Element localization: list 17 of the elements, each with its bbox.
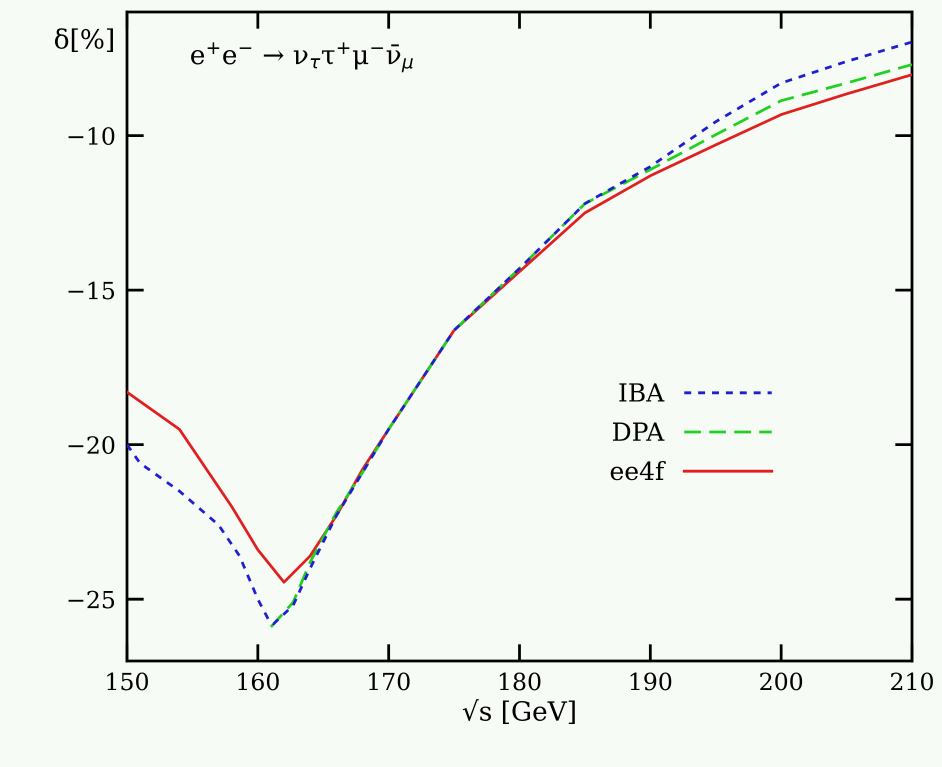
y-axis-title: δ[%] <box>54 28 113 52</box>
x-axis-title: √s [GeV] <box>462 699 575 724</box>
text: e$^{+}$e$^{−}$ → ν$_{τ}$τ$^{+}$μ$^{−}$ν̄$_{μ}$ <box>191 42 413 72</box>
x-tick-label: 200 <box>760 672 802 690</box>
x-tick-label: 180 <box>500 672 540 690</box>
x-tick-label: 150 <box>107 672 148 690</box>
y-tick-label: −20 <box>68 436 114 454</box>
legend-label: IBA <box>619 383 664 402</box>
legend-label: DPA <box>612 422 664 441</box>
x-tick-label: 190 <box>630 672 672 690</box>
legend-label: ee4f <box>610 460 666 480</box>
y-tick-label: −10 <box>68 127 114 145</box>
y-tick-label: −15 <box>68 282 114 300</box>
x-tick-label: 160 <box>238 672 279 690</box>
x-tick-label: 170 <box>369 672 410 690</box>
x-tick-label: 210 <box>891 672 933 690</box>
y-tick-label: −25 <box>68 590 114 608</box>
